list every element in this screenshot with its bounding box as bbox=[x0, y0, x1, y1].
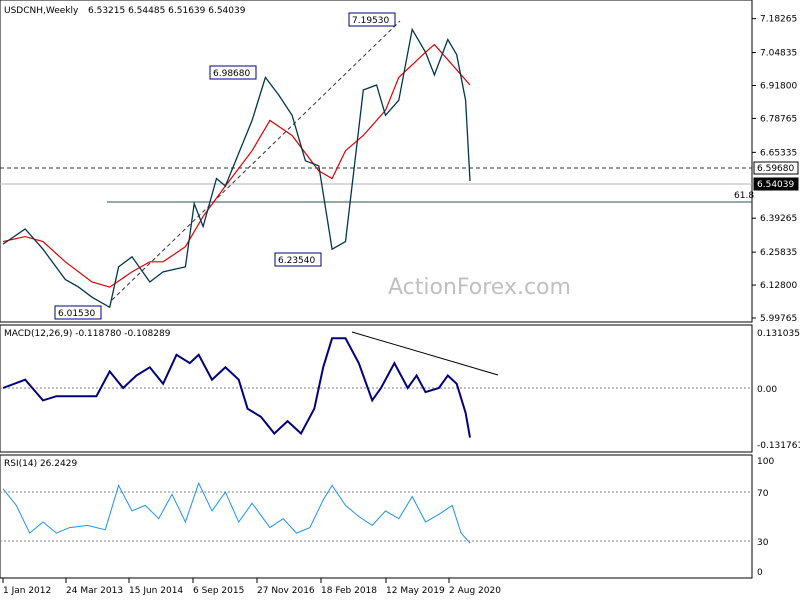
x-tick-label: 1 Jan 2012 bbox=[3, 586, 51, 596]
macd-tick-bottom: -0.131761 bbox=[757, 441, 800, 451]
x-tick-label: 6 Sep 2015 bbox=[193, 586, 244, 596]
price-tick-label: 6.25835 bbox=[760, 248, 797, 258]
macd-tick-top: 0.131035 bbox=[757, 329, 800, 339]
price-tick-label: 6.78765 bbox=[760, 114, 797, 124]
rsi-tick-30: 30 bbox=[757, 538, 769, 548]
swing-label-high-2019: 7.19530 bbox=[348, 12, 396, 27]
price-plot-frame bbox=[0, 0, 753, 323]
price-box-current: 6.54039 bbox=[753, 177, 799, 191]
rsi-plot-frame bbox=[0, 454, 753, 579]
price-panel: USDCNH,Weekly 6.53215 6.54485 6.51639 6.… bbox=[0, 0, 799, 324]
svg-text:6.23540: 6.23540 bbox=[278, 256, 315, 266]
rsi-tick-70: 70 bbox=[757, 489, 769, 499]
price-tick-label: 5.99765 bbox=[760, 314, 797, 324]
rsi-label: RSI(14) 26.2429 bbox=[4, 459, 77, 469]
x-tick-label: 2 Aug 2020 bbox=[449, 586, 501, 596]
macd-line bbox=[2, 337, 471, 438]
price-tick-label: 6.39265 bbox=[760, 214, 797, 224]
x-tick-label: 15 Jun 2014 bbox=[129, 586, 183, 596]
rsi-panel: RSI(14) 26.2429 100 70 30 0 bbox=[0, 454, 774, 579]
x-axis: 1 Jan 2012 24 Mar 2013 15 Jun 2014 6 Sep 20… bbox=[2, 578, 501, 596]
x-tick-label: 27 Nov 2016 bbox=[257, 586, 315, 596]
macd-divergence-line bbox=[351, 331, 499, 376]
rsi-tick-100: 100 bbox=[757, 457, 774, 467]
price-tick-label: 6.65335 bbox=[760, 148, 797, 158]
price-tick-label: 7.04835 bbox=[760, 49, 797, 59]
price-box-level: 6.59680 bbox=[753, 161, 799, 175]
swing-label-low-2018: 6.23540 bbox=[274, 252, 322, 267]
price-tick-label: 7.18265 bbox=[760, 15, 797, 25]
macd-label: MACD(12,26,9) -0.118780 -0.108289 bbox=[4, 329, 171, 339]
x-tick-label: 18 Feb 2018 bbox=[321, 586, 377, 596]
sma-line bbox=[2, 43, 471, 288]
price-tick-label: 6.12800 bbox=[760, 281, 797, 291]
svg-text:6.54039: 6.54039 bbox=[757, 180, 794, 190]
x-tick-label: 12 May 2019 bbox=[386, 586, 445, 596]
svg-text:6.01530: 6.01530 bbox=[58, 309, 95, 319]
macd-tick-zero: 0.00 bbox=[757, 385, 777, 395]
price-axis: 7.18265 7.04835 6.91800 6.78765 6.65335 6.392… bbox=[752, 15, 797, 324]
fib-618-label: 61.8 bbox=[734, 191, 754, 201]
rsi-line bbox=[2, 481, 471, 544]
svg-text:7.19530: 7.19530 bbox=[352, 16, 389, 26]
watermark: ActionForex.com bbox=[388, 275, 571, 300]
x-tick-label: 24 Mar 2013 bbox=[66, 586, 123, 596]
chart-symbol-label: USDCNH,Weekly bbox=[4, 6, 79, 16]
rsi-tick-0: 0 bbox=[757, 568, 763, 578]
chart-ohlc-label: 6.53215 6.54485 6.51639 6.54039 bbox=[88, 6, 246, 16]
price-line bbox=[2, 27, 471, 309]
swing-label-high-2016: 6.98680 bbox=[209, 65, 257, 80]
dashed-trendline bbox=[111, 20, 401, 301]
swing-label-low-2014: 6.01530 bbox=[54, 305, 102, 320]
svg-text:6.98680: 6.98680 bbox=[213, 69, 250, 79]
svg-text:6.59680: 6.59680 bbox=[757, 164, 794, 174]
price-tick-label: 6.91800 bbox=[760, 81, 797, 91]
macd-panel: MACD(12,26,9) -0.118780 -0.108289 0.1310… bbox=[0, 324, 800, 453]
